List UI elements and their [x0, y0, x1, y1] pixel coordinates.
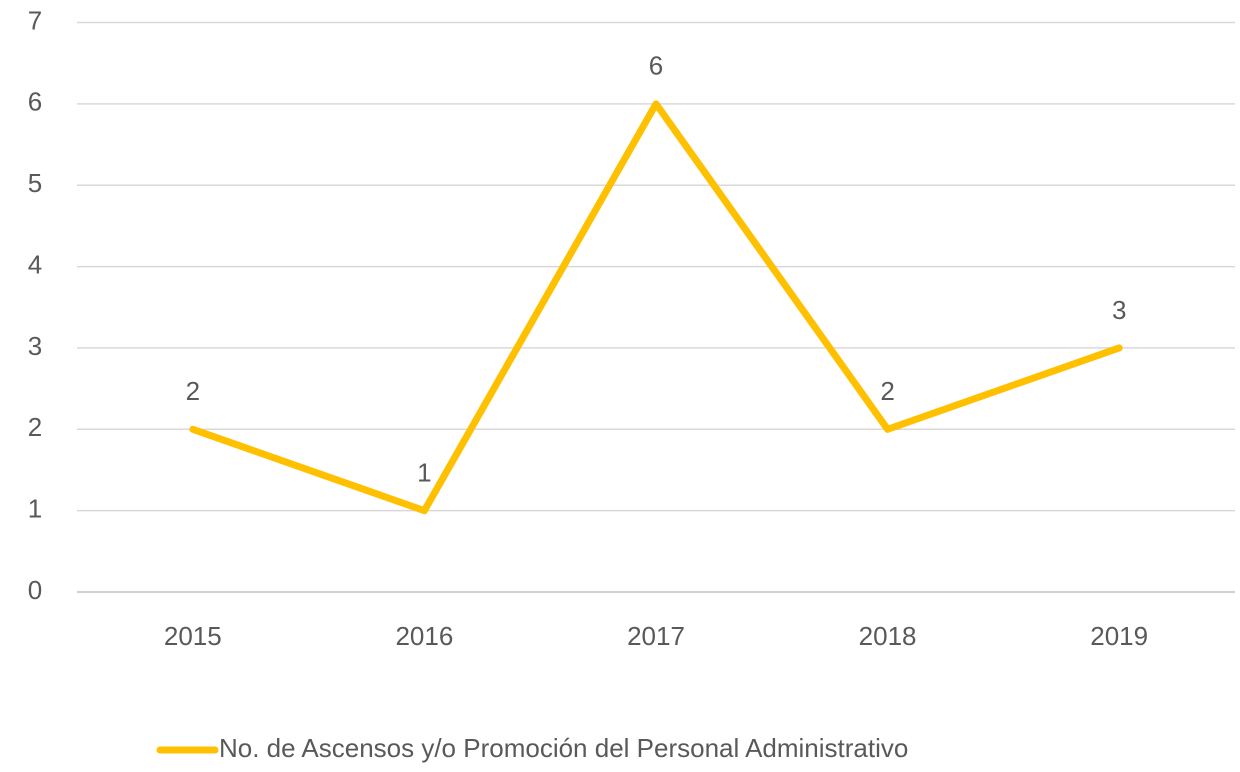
x-tick-label: 2017: [627, 621, 685, 651]
data-label: 2: [880, 376, 894, 406]
y-tick-label: 5: [28, 168, 42, 198]
y-tick-label: 6: [28, 87, 42, 117]
data-line: [189, 100, 1123, 515]
y-tick-label: 3: [28, 331, 42, 361]
legend-label: No. de Ascensos y/o Promoción del Person…: [219, 733, 908, 763]
y-tick-label: 0: [28, 575, 42, 605]
data-label: 2: [186, 376, 200, 406]
data-label: 3: [1112, 295, 1126, 325]
y-tick-label: 2: [28, 412, 42, 442]
x-tick-label: 2016: [395, 621, 453, 651]
y-tick-label: 7: [28, 5, 42, 35]
x-tick-label: 2018: [859, 621, 917, 651]
data-label: 1: [417, 458, 431, 488]
y-tick-label: 1: [28, 494, 42, 524]
x-tick-label: 2019: [1090, 621, 1148, 651]
x-tick-label: 2015: [164, 621, 222, 651]
data-label: 6: [649, 51, 663, 81]
y-tick-label: 4: [28, 249, 42, 279]
